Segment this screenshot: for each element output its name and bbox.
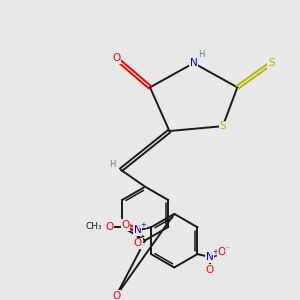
Text: O: O: [122, 220, 130, 230]
Text: ⁻: ⁻: [225, 246, 229, 252]
Text: H: H: [198, 50, 204, 59]
Text: O: O: [112, 291, 120, 300]
Text: O: O: [106, 222, 114, 232]
Text: O: O: [218, 247, 226, 257]
Text: +: +: [212, 249, 218, 255]
Text: S: S: [268, 58, 274, 68]
Text: N: N: [206, 252, 214, 262]
Text: N: N: [190, 58, 197, 68]
Text: +: +: [140, 222, 146, 228]
Text: O: O: [206, 265, 214, 275]
Text: ⁻: ⁻: [141, 243, 145, 249]
Text: H: H: [109, 160, 115, 169]
Text: O: O: [112, 53, 120, 63]
Text: CH₃: CH₃: [85, 222, 102, 231]
Text: O: O: [134, 238, 142, 248]
Text: S: S: [220, 121, 226, 131]
Text: N: N: [134, 225, 142, 235]
